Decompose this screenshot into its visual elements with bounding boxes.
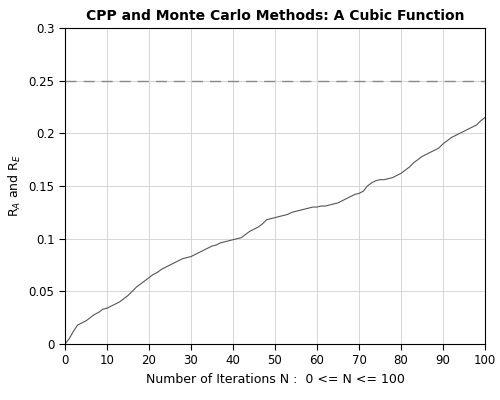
Title: CPP and Monte Carlo Methods: A Cubic Function: CPP and Monte Carlo Methods: A Cubic Fun… xyxy=(86,9,464,23)
Y-axis label: R$_A$ and R$_E$: R$_A$ and R$_E$ xyxy=(7,154,23,218)
X-axis label: Number of Iterations N :  0 <= N <= 100: Number of Iterations N : 0 <= N <= 100 xyxy=(146,373,404,386)
